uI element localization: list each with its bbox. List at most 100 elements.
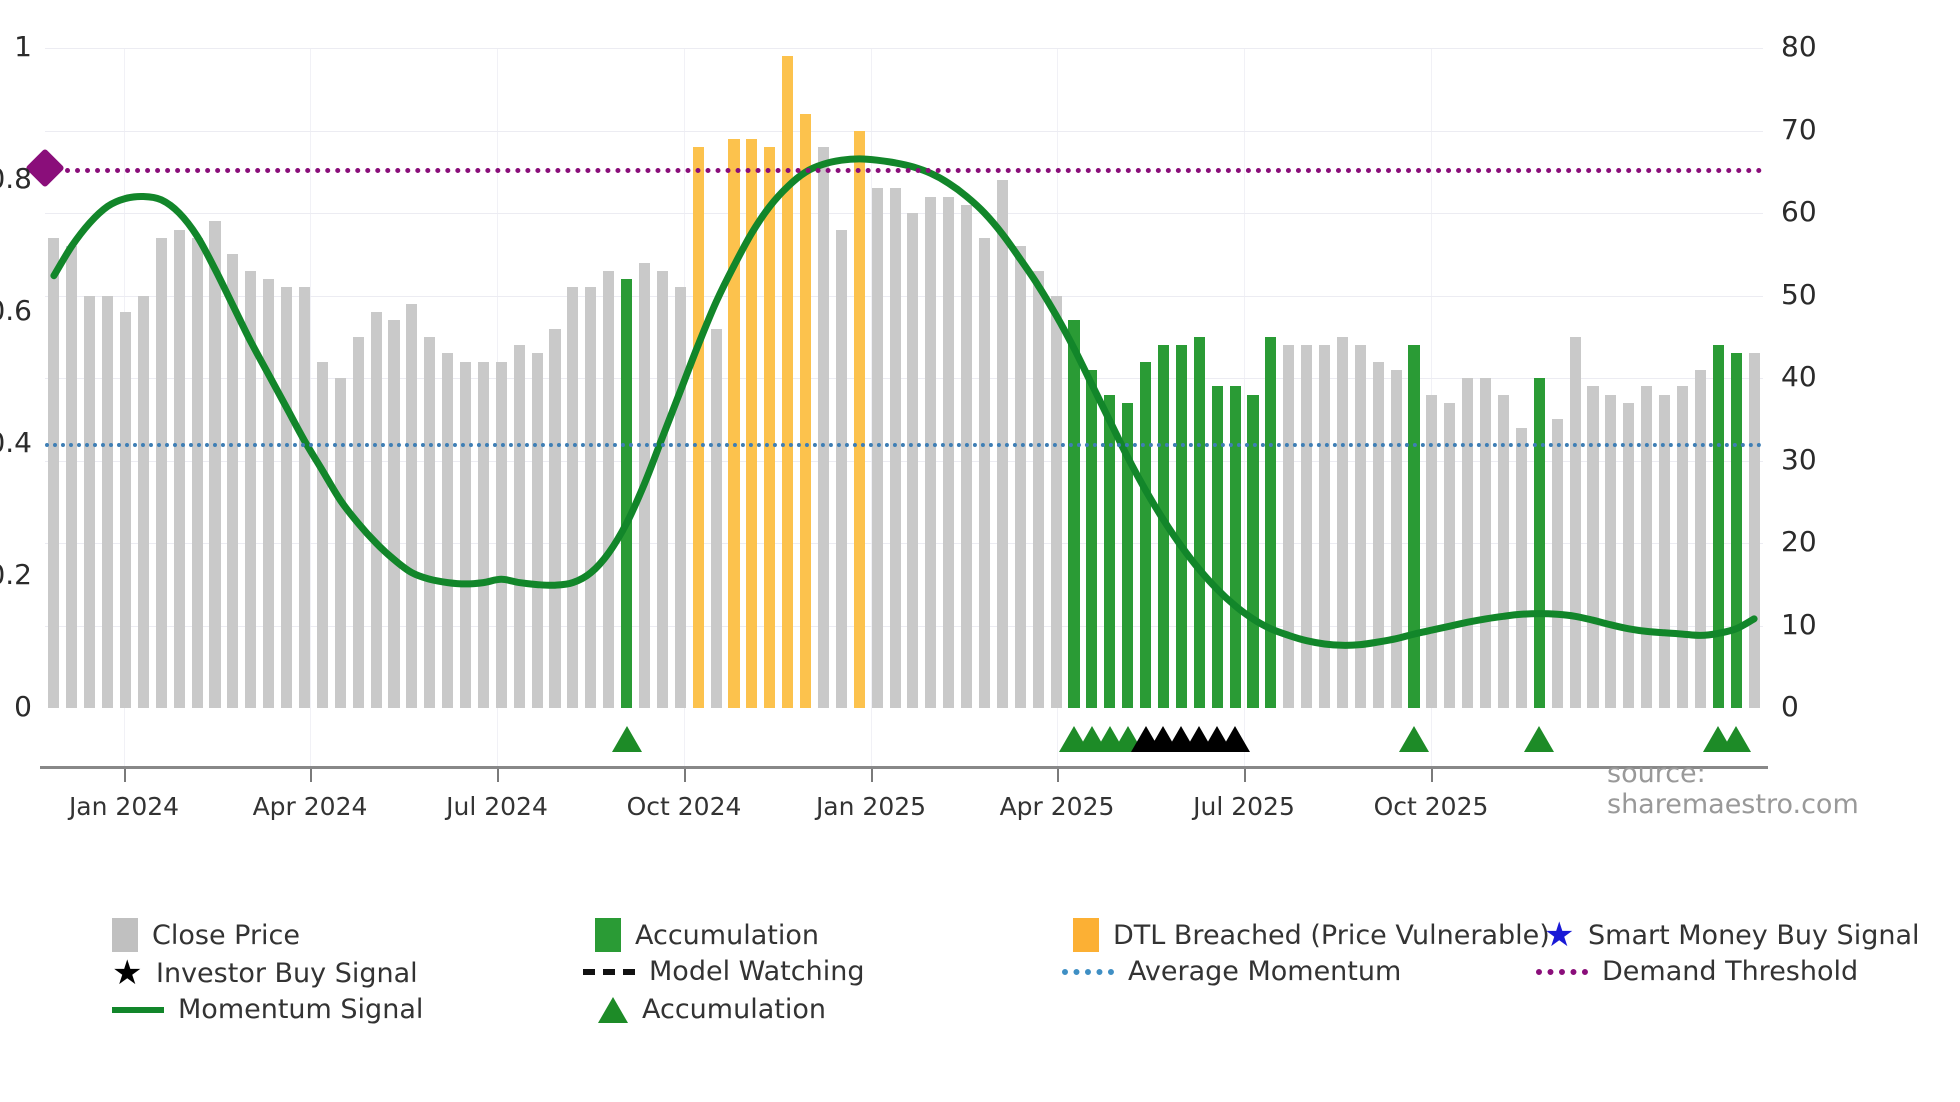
bar (764, 147, 776, 708)
solid-line-icon (112, 1006, 164, 1013)
bar (1301, 345, 1313, 708)
bar (978, 237, 991, 708)
accumulation-signal-marker (1721, 726, 1752, 752)
bar (155, 237, 167, 708)
bar (800, 114, 812, 708)
gridline (45, 48, 1763, 49)
bar (1587, 386, 1599, 708)
bar (370, 312, 382, 708)
x-axis-tick-label: Jul 2025 (1193, 792, 1295, 821)
x-axis-tick-label: Apr 2024 (252, 792, 368, 821)
bar (1569, 336, 1581, 708)
y-axis-right-tick-label: 50 (1781, 277, 1817, 311)
legend-item-smart-money-buy[interactable]: ★ Smart Money Buy Signal (1544, 918, 1920, 952)
bar (191, 237, 203, 708)
bar (1265, 336, 1277, 708)
bar (460, 361, 472, 708)
average-momentum-line (45, 442, 1763, 447)
investor-buy-signal-marker (1220, 726, 1251, 752)
y-axis-left-tick-label: 0.2 (0, 558, 32, 591)
bar (1354, 345, 1366, 708)
bar (245, 270, 257, 708)
legend-item-accumulation-bar[interactable]: Accumulation (595, 918, 819, 952)
y-axis-right-tick-label: 0 (1781, 690, 1799, 723)
x-axis-tick (497, 769, 499, 782)
gridline (45, 130, 1763, 132)
momentum-signal-line (50, 155, 1758, 649)
x-axis-tick-label: Jul 2024 (446, 792, 548, 821)
bar (549, 328, 561, 708)
bar (567, 287, 579, 708)
bar (1247, 394, 1259, 708)
legend-item-investor-buy[interactable]: ★ Investor Buy Signal (112, 956, 418, 990)
bar (424, 336, 436, 708)
bar (334, 378, 346, 708)
bar (1068, 320, 1080, 708)
legend-item-momentum-signal[interactable]: Momentum Signal (112, 994, 423, 1025)
bar (513, 345, 525, 708)
y-axis-right-tick-label: 80 (1781, 30, 1817, 63)
vertical-gridline (871, 48, 872, 766)
bar (48, 237, 60, 708)
y-axis-left-tick-label: 0.8 (0, 162, 32, 195)
bar (961, 204, 973, 708)
bar (1122, 402, 1134, 708)
bar (1372, 361, 1384, 708)
legend-label: Accumulation (642, 994, 826, 1025)
bar (925, 196, 937, 708)
chart-legend: Close Price Accumulation DTL Breached (P… (0, 918, 1960, 1032)
bar (1175, 345, 1187, 708)
accumulation-signal-marker (1524, 726, 1555, 752)
bar (1032, 270, 1044, 708)
legend-label: DTL Breached (Price Vulnerable) (1113, 919, 1550, 951)
bar (66, 246, 78, 708)
y-axis-left-tick-label: 0.6 (0, 294, 32, 327)
gridline (45, 460, 1763, 462)
triangle-icon (598, 996, 628, 1023)
bar (1676, 386, 1688, 708)
bar (853, 130, 865, 708)
y-axis-left-tick-label: 1 (14, 30, 32, 63)
legend-label: Demand Threshold (1602, 956, 1859, 987)
legend-item-model-watching[interactable]: Model Watching (583, 956, 864, 987)
legend-item-accumulation-triangle[interactable]: Accumulation (595, 994, 826, 1025)
x-axis-tick-label: Jan 2024 (68, 792, 180, 821)
bar (173, 229, 185, 708)
accumulation-swatch-icon (595, 918, 621, 952)
bar (1533, 378, 1545, 708)
bar (585, 287, 597, 708)
bar (1157, 345, 1170, 708)
x-axis-tick-label: Oct 2025 (1373, 792, 1489, 821)
bar (1426, 394, 1438, 708)
legend-item-close-price[interactable]: Close Price (112, 918, 300, 952)
legend-item-demand-threshold[interactable]: Demand Threshold (1536, 956, 1858, 987)
bar (1497, 394, 1510, 708)
bar (442, 353, 454, 708)
star-icon: ★ (1544, 915, 1575, 955)
bar (1283, 345, 1295, 708)
y-axis-right-tick-label: 10 (1781, 607, 1817, 641)
bar (1050, 295, 1062, 708)
bar (298, 287, 311, 708)
y-axis-right-tick-label: 40 (1781, 360, 1817, 393)
bar (1480, 378, 1492, 708)
bar (1694, 369, 1706, 708)
x-axis-tick (1244, 769, 1246, 782)
bar (84, 295, 96, 708)
plot-area (25, 48, 1763, 708)
legend-item-dtl-breached[interactable]: DTL Breached (Price Vulnerable) (1073, 918, 1550, 952)
bar (1605, 394, 1617, 708)
vertical-gridline (1244, 48, 1245, 766)
bar (1319, 345, 1331, 708)
gridline (45, 625, 1763, 627)
x-axis-line (40, 766, 1768, 769)
bar (1712, 345, 1724, 708)
gridline (45, 213, 1763, 214)
x-axis-tick (310, 769, 312, 782)
bar (1390, 369, 1402, 708)
bar (889, 188, 901, 708)
legend-item-average-momentum[interactable]: Average Momentum (1062, 956, 1401, 987)
bar (603, 270, 615, 708)
source-attribution: source: sharemaestro.com (1607, 758, 1859, 820)
